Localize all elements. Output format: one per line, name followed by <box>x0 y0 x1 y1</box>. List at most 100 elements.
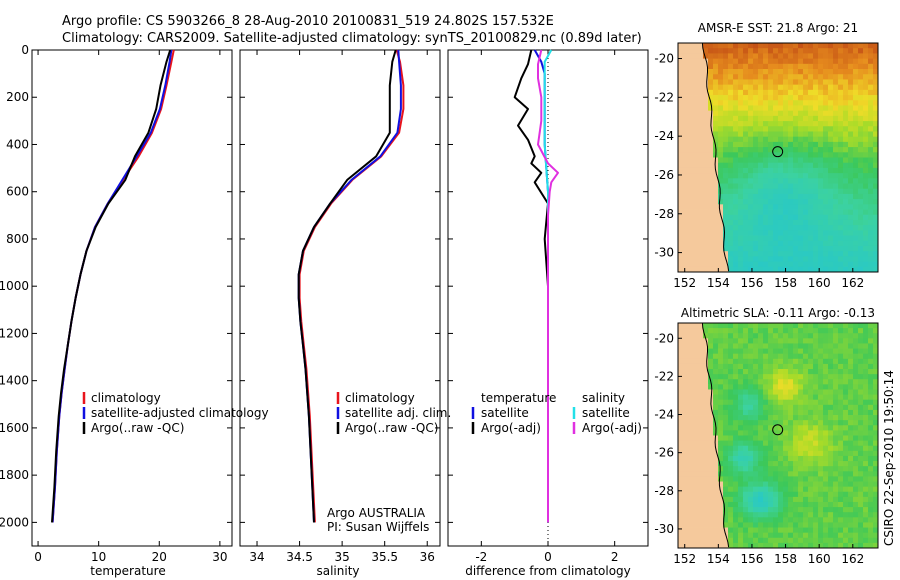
map-cell <box>828 445 834 452</box>
map-cell <box>818 199 824 205</box>
map-cell <box>738 167 744 174</box>
map-cell <box>798 486 804 493</box>
map-cell <box>853 486 859 493</box>
map-cell <box>763 214 769 221</box>
map-cell <box>793 69 799 75</box>
map-cell <box>868 43 874 49</box>
map-cell <box>783 394 789 401</box>
map-cell <box>863 204 869 210</box>
map-cell <box>853 358 859 365</box>
map-cell <box>733 136 739 143</box>
map-cell <box>743 476 749 482</box>
map-cell <box>808 404 814 411</box>
map-cell <box>798 425 804 431</box>
map-cell <box>728 100 734 106</box>
map-cell <box>738 63 744 70</box>
map-cell <box>763 476 769 482</box>
map-cell <box>868 420 874 426</box>
map-cell <box>688 328 694 334</box>
map-cell <box>778 333 784 339</box>
map-cell <box>818 100 824 106</box>
map-cell <box>768 363 774 370</box>
map-cell <box>843 486 849 493</box>
map-cell <box>853 491 859 498</box>
map-cell <box>803 461 809 467</box>
map-cell <box>763 542 769 548</box>
map-cell <box>738 323 744 329</box>
map-cell <box>823 74 829 80</box>
map-cell <box>848 430 854 436</box>
map-cell <box>733 374 739 380</box>
map-cell <box>708 328 714 334</box>
map-cell <box>788 53 794 60</box>
map-cell <box>783 476 789 482</box>
map-cell <box>853 63 859 70</box>
map-cell <box>803 542 809 548</box>
map-cell <box>868 230 874 236</box>
map-cell <box>868 461 874 467</box>
map-cell <box>678 358 684 365</box>
map-cell <box>683 507 689 513</box>
map-cell <box>743 110 749 117</box>
map-cell <box>868 455 874 462</box>
map-cell <box>818 333 824 339</box>
map-cell <box>693 496 699 503</box>
map-cell <box>718 69 724 75</box>
map-cell <box>828 415 834 421</box>
map-cell <box>763 338 769 344</box>
map-cell <box>753 121 759 127</box>
map-cell <box>783 74 789 80</box>
map-cell <box>808 193 814 200</box>
map-cell <box>718 43 724 49</box>
map-cell <box>868 183 874 190</box>
map-cell <box>718 425 724 431</box>
map-cell <box>858 43 864 49</box>
map-cell <box>818 245 824 252</box>
map-cell <box>718 162 724 169</box>
map-cell <box>743 95 749 101</box>
map-cell <box>763 486 769 493</box>
map-cell <box>823 353 829 360</box>
map-cell <box>843 89 849 96</box>
map-cell <box>753 379 759 385</box>
map-cell <box>758 74 764 80</box>
map-cell <box>858 100 864 106</box>
map-cell <box>843 363 849 370</box>
map-cell <box>698 455 704 462</box>
map-cell <box>763 167 769 174</box>
map-cell <box>793 63 799 70</box>
map-cell <box>703 333 709 339</box>
map-cell <box>813 110 819 117</box>
map-cell <box>783 147 789 153</box>
map-cell <box>853 404 859 411</box>
map-cell <box>678 537 684 544</box>
map-cell <box>843 183 849 190</box>
map-cell <box>788 225 794 231</box>
map-cell <box>808 84 814 91</box>
map-cell <box>863 532 869 539</box>
map-cell <box>808 537 814 544</box>
map-cell <box>873 394 878 401</box>
map-cell <box>828 369 834 375</box>
map-cell <box>733 115 739 122</box>
map-cell <box>693 43 699 49</box>
map-cell <box>733 79 739 86</box>
map-cell <box>763 110 769 117</box>
map-cell <box>858 486 864 493</box>
map-cell <box>808 425 814 431</box>
map-cell <box>793 445 799 452</box>
map-cell <box>823 53 829 60</box>
map-cell <box>738 415 744 421</box>
map-cell <box>728 409 734 416</box>
map-cell <box>773 141 779 148</box>
map-cell <box>718 389 724 395</box>
map-cell <box>758 204 764 210</box>
map-cell <box>773 178 779 184</box>
map-cell <box>703 527 709 534</box>
map-cell <box>838 455 844 462</box>
map-cell <box>733 261 739 268</box>
map-cell <box>808 461 814 467</box>
map-cell <box>853 466 859 472</box>
map-cell <box>848 209 854 216</box>
map-cell <box>843 537 849 544</box>
